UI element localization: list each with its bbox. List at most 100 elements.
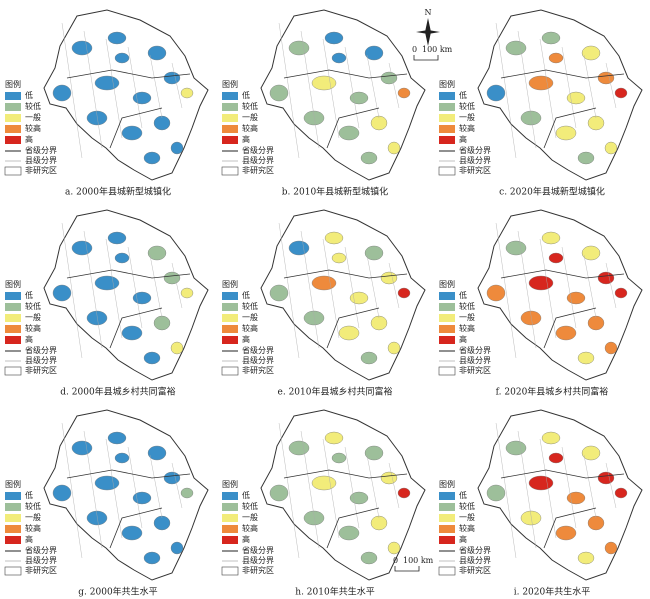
- legend-label: 较低: [459, 501, 475, 511]
- legend-swatch: [439, 114, 455, 122]
- legend-title: 图例: [439, 479, 455, 489]
- county-boundary: [583, 254, 597, 319]
- legend-swatch: [5, 114, 21, 122]
- county-fill: [114, 252, 130, 264]
- legend-label: 较高: [242, 123, 258, 133]
- county-boundary: [278, 222, 300, 359]
- county-boundary: [149, 54, 163, 119]
- county-fill: [331, 52, 347, 64]
- legend-label: 一般: [459, 112, 475, 122]
- county-fill: [324, 431, 344, 445]
- legend-label: 非研究区: [25, 565, 57, 575]
- county-fill: [132, 91, 152, 105]
- legend-swatch: [222, 492, 238, 500]
- county-fill: [269, 284, 289, 302]
- legend-label: 高: [242, 534, 250, 544]
- county-fill: [269, 84, 289, 102]
- county-fill: [94, 475, 120, 491]
- scale-bar: [394, 566, 420, 572]
- county-fill: [548, 452, 564, 464]
- legend-swatch: [5, 125, 21, 133]
- legend-swatch: [222, 536, 238, 544]
- county-fill: [52, 484, 72, 502]
- county-fill: [170, 141, 184, 155]
- county-fill: [324, 231, 344, 245]
- county-fill: [597, 471, 615, 485]
- county-fill: [147, 445, 167, 461]
- panel-caption: h. 2010年共生水平: [295, 586, 374, 598]
- county-fill: [94, 275, 120, 291]
- legend-swatch: [439, 103, 455, 111]
- legend-label: 较高: [25, 123, 41, 133]
- legend-label: 较低: [242, 501, 258, 511]
- panel-caption: e. 2010年县城乡村共同富裕: [278, 386, 393, 398]
- county-fill: [566, 491, 586, 505]
- legend-label: 低: [25, 290, 33, 300]
- county-fill: [52, 284, 72, 302]
- county-boundary: [127, 446, 143, 529]
- county-boundary: [300, 430, 320, 549]
- county-boundary: [322, 38, 340, 139]
- legend-title: 图例: [222, 79, 238, 89]
- county-fill: [114, 452, 130, 464]
- county-fill: [604, 541, 618, 555]
- legend-label: 一般: [25, 112, 41, 122]
- legend-label: 县级分界: [25, 355, 57, 365]
- province-boundary: [66, 269, 191, 349]
- county-boundary: [83, 30, 103, 149]
- county-fill: [370, 315, 388, 331]
- county-boundary: [322, 238, 340, 339]
- panel-caption: i. 2020年共生水平: [514, 586, 591, 598]
- legend-swatch: [5, 92, 21, 100]
- legend-label: 一般: [242, 112, 258, 122]
- county-fill: [370, 515, 388, 531]
- county-fill: [153, 515, 171, 531]
- county-fill: [349, 91, 369, 105]
- county-fill: [331, 452, 347, 464]
- county-fill: [107, 231, 127, 245]
- county-fill: [303, 510, 325, 526]
- county-fill: [269, 484, 289, 502]
- legend-swatch: [222, 514, 238, 522]
- legend-label: 非研究区: [459, 565, 491, 575]
- county-fill: [528, 275, 554, 291]
- legend-label: 县级分界: [242, 355, 274, 365]
- county-fill: [132, 291, 152, 305]
- legend-swatch: [438, 566, 456, 576]
- county-boundary: [605, 62, 617, 109]
- legend-swatch: [5, 336, 21, 344]
- county-boundary: [495, 222, 517, 359]
- county-fill: [387, 341, 401, 355]
- county-fill: [288, 440, 310, 456]
- county-fill: [311, 75, 337, 91]
- map-panel: [477, 9, 643, 181]
- province-boundary: [283, 69, 408, 149]
- legend-swatch: [5, 525, 21, 533]
- county-fill: [397, 87, 411, 99]
- county-boundary: [83, 230, 103, 349]
- county-fill: [331, 252, 347, 264]
- county-fill: [303, 310, 325, 326]
- county-fill: [86, 310, 108, 326]
- legend-swatch: [5, 136, 21, 144]
- legend-label: 省级分界: [25, 145, 57, 155]
- map-panel: [260, 409, 426, 581]
- county-fill: [614, 487, 628, 499]
- county-fill: [107, 31, 127, 45]
- north-arrow-shape: [416, 18, 440, 46]
- county-fill: [520, 110, 542, 126]
- county-fill: [163, 271, 181, 285]
- legend-label: 非研究区: [242, 165, 274, 175]
- legend-label: 高: [242, 134, 250, 144]
- legend-swatch: [439, 292, 455, 300]
- province-boundary: [500, 469, 625, 549]
- legend-label: 非研究区: [25, 365, 57, 375]
- legend-label: 非研究区: [242, 565, 274, 575]
- legend-swatch: [439, 492, 455, 500]
- county-fill: [163, 471, 181, 485]
- legend-label: 低: [25, 490, 33, 500]
- county-fill: [397, 487, 411, 499]
- county-fill: [604, 141, 618, 155]
- legend-label: 较高: [25, 523, 41, 533]
- legend-swatch: [5, 536, 21, 544]
